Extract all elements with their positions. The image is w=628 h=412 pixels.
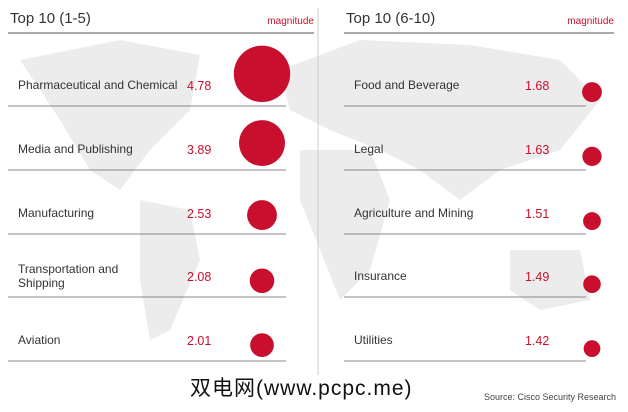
value-label: 3.89 [187,143,212,157]
source: Source: Cisco Security Research [483,392,616,402]
value-label: 1.49 [525,270,550,284]
bubble [583,340,601,358]
category-label: Aviation [18,333,61,347]
world-map [20,40,600,340]
value-label: 1.42 [525,334,550,348]
panel-title: Top 10 (6-10) [346,10,436,27]
category-label: Utilities [354,333,393,347]
category-label: Transportation and Shipping [18,262,119,290]
value-label: 4.78 [187,79,212,93]
bubble [250,333,274,357]
size-label: magnitude [267,16,314,27]
bubble [582,82,602,102]
size-label: magnitude [567,16,614,27]
bubble [582,146,602,166]
category-label: Manufacturing [18,206,95,220]
value-label: 1.68 [525,79,550,93]
watermark: 双电网(www.pcpc.me) [190,377,413,400]
category-label: Insurance [354,269,407,283]
value-label: 1.63 [525,143,550,157]
category-label: Pharmaceutical and Chemical [18,78,178,92]
bubble [583,275,601,294]
bubble [233,45,291,102]
category-label: Food and Beverage [354,78,460,92]
category-label: Media and Publishing [18,142,133,156]
bubble [239,120,285,166]
bubble [583,212,601,230]
bubble [249,268,275,293]
category-label: Agriculture and Mining [354,206,474,220]
value-label: 1.51 [525,207,550,221]
bubble [247,200,277,230]
value-label: 2.53 [187,207,212,221]
value-label: 2.08 [187,270,212,284]
value-label: 2.01 [187,334,212,348]
category-label: Legal [354,142,384,156]
panel-title: Top 10 (1-5) [10,10,91,27]
